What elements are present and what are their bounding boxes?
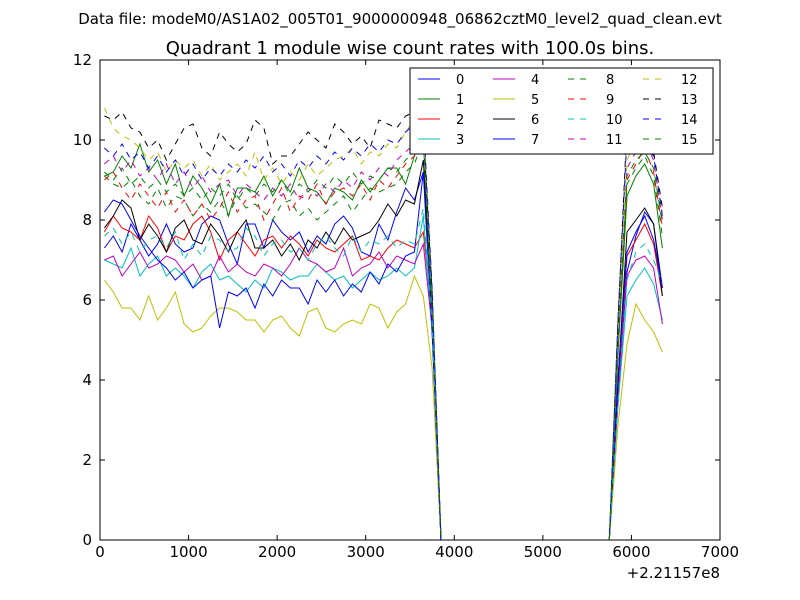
- y-tick-label: 2: [82, 451, 92, 469]
- legend-label-15: 15: [681, 133, 698, 148]
- series-line-13: [104, 111, 663, 540]
- series-line-15: [104, 138, 663, 540]
- y-tick-label: 8: [82, 211, 92, 229]
- x-tick-label: 0: [95, 543, 105, 561]
- legend-label-13: 13: [681, 93, 698, 108]
- legend-label-5: 5: [531, 93, 539, 108]
- legend-label-9: 9: [606, 93, 614, 108]
- y-tick-label: 4: [82, 371, 92, 389]
- legend-label-3: 3: [456, 133, 464, 148]
- legend-label-10: 10: [606, 113, 623, 128]
- y-tick-label: 12: [73, 51, 92, 69]
- series-line-10: [104, 207, 663, 540]
- legend-label-14: 14: [681, 113, 698, 128]
- legend-label-8: 8: [606, 73, 614, 88]
- x-tick-label: 2000: [258, 543, 296, 561]
- x-tick-label: 1000: [169, 543, 207, 561]
- x-tick-label: 3000: [347, 543, 385, 561]
- legend-frame: [409, 67, 714, 155]
- x-tick-label: 6000: [612, 543, 650, 561]
- legend-label-7: 7: [531, 133, 539, 148]
- x-axis: 0 1000 2000 3000 4000 5000 6000 7000: [95, 60, 739, 561]
- chart-title: Quadrant 1 module wise count rates with …: [166, 38, 655, 59]
- legend-label-4: 4: [531, 73, 539, 88]
- legend-label-12: 12: [681, 73, 698, 88]
- legend-label-2: 2: [456, 113, 464, 128]
- y-tick-label: 0: [82, 531, 92, 549]
- legend-label-11: 11: [606, 133, 623, 148]
- series-layer: [103, 107, 663, 540]
- y-tick-label: 6: [82, 291, 92, 309]
- legend-label-6: 6: [531, 113, 539, 128]
- series-line-14: [104, 114, 663, 540]
- data-file-suptitle: Data file: modeM0/AS1A02_005T01_90000009…: [78, 10, 722, 29]
- y-tick-label: 10: [73, 131, 92, 149]
- x-tick-label: 5000: [524, 543, 562, 561]
- x-axis-offset-label: +2.21157e8: [627, 564, 720, 582]
- series-line-5: [103, 274, 663, 540]
- series-line-7: [103, 171, 663, 540]
- legend-label-0: 0: [456, 73, 464, 88]
- x-tick-label: 7000: [701, 543, 739, 561]
- legend-label-1: 1: [456, 93, 464, 108]
- x-tick-label: 4000: [435, 543, 473, 561]
